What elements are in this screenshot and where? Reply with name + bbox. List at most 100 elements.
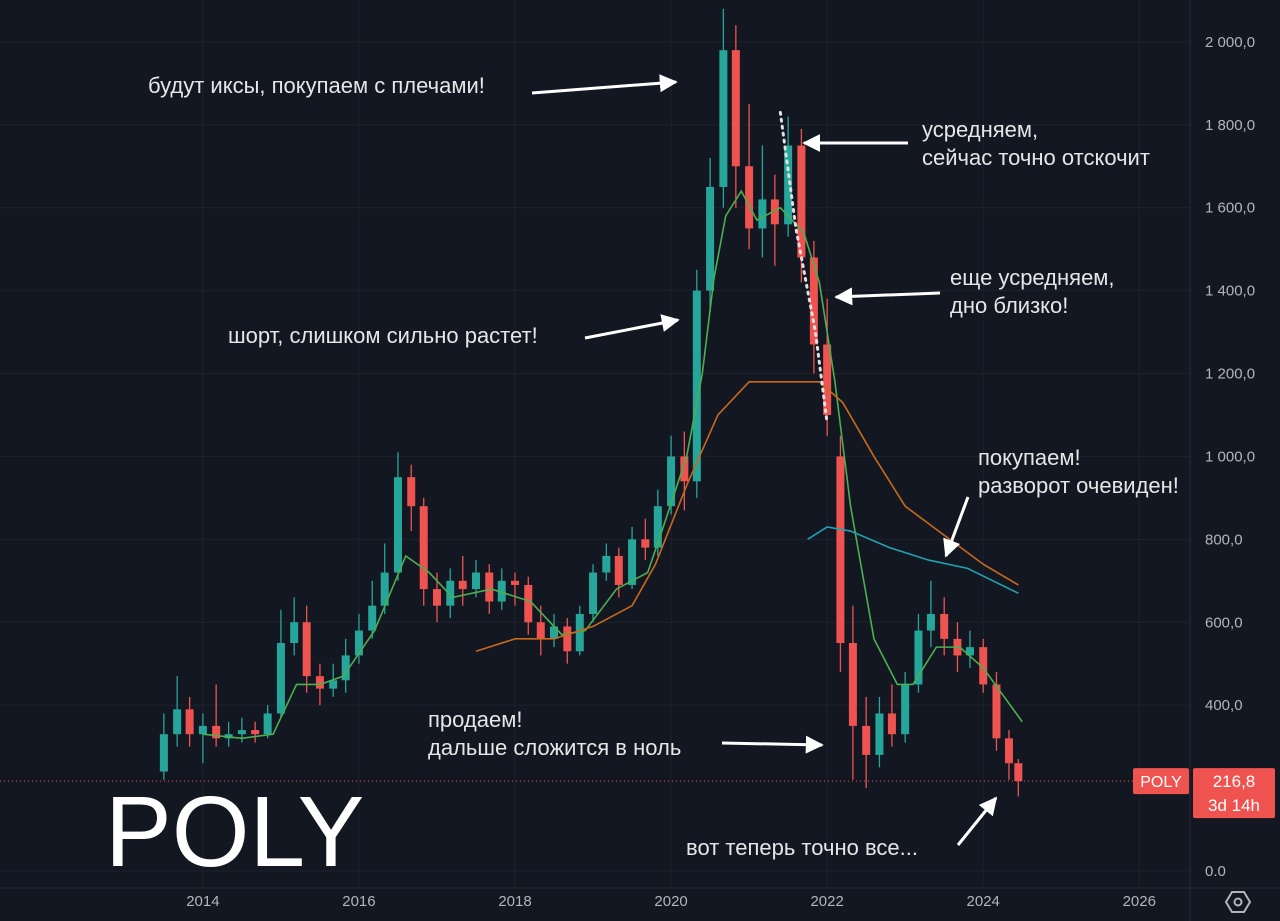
candle-body — [393, 477, 402, 573]
x-tick-label: 2020 — [654, 893, 687, 910]
candle-body — [887, 713, 896, 735]
candle-body — [472, 572, 480, 590]
moving-average — [202, 189, 1023, 740]
candle-body — [1014, 763, 1023, 782]
candle-body — [497, 580, 506, 602]
candle-body — [992, 684, 1001, 739]
grid — [0, 0, 1190, 888]
symbol-tag — [1133, 768, 1189, 795]
candle-body — [354, 630, 363, 656]
y-tick-label: 400,0 — [1205, 697, 1243, 714]
annotation: разворот очевиден! — [978, 473, 1179, 498]
candle-body — [758, 199, 767, 229]
candle-body — [809, 257, 818, 345]
arrow — [584, 314, 680, 340]
arrow — [956, 796, 998, 846]
candle-body — [862, 725, 871, 755]
countdown: 3d 14h — [1208, 796, 1260, 815]
moving-average — [475, 381, 1019, 653]
candle-body — [458, 580, 467, 590]
candle-body — [368, 605, 377, 631]
candle-body — [302, 622, 311, 677]
candle-body — [836, 456, 845, 643]
candle-body — [770, 199, 779, 225]
price-tag — [1193, 768, 1275, 819]
candle-body — [159, 734, 168, 772]
y-tick-label: 1 000,0 — [1205, 448, 1255, 465]
symbol-tag-label: POLY — [1140, 774, 1182, 791]
y-tick-label: 0.0 — [1205, 863, 1226, 880]
candle-body — [901, 684, 910, 735]
candle-body — [784, 145, 793, 225]
annotation: дальше сложится в ноль — [428, 735, 681, 760]
candle-body — [719, 50, 728, 187]
annotation: шорт, слишком сильно растет! — [228, 323, 538, 348]
candle-body — [329, 680, 338, 689]
y-tick-label: 800,0 — [1205, 531, 1243, 548]
y-tick-label: 600,0 — [1205, 614, 1243, 631]
candle-body — [341, 655, 350, 681]
candle-body — [263, 713, 272, 735]
y-tick-label: 1 800,0 — [1205, 117, 1255, 134]
candle-body — [524, 584, 533, 623]
settings-hexagon[interactable] — [1224, 891, 1252, 913]
candle-body — [692, 290, 701, 482]
price-tag-label: 216,8 — [1213, 772, 1256, 791]
annotation: вот теперь точно все... — [686, 835, 918, 860]
watermark: POLY — [105, 776, 364, 888]
candle-body — [653, 506, 662, 548]
candle-body — [173, 709, 182, 735]
arrow — [834, 287, 941, 306]
candle-body — [667, 456, 676, 507]
candle-body — [290, 622, 299, 643]
annotation: дно близко! — [950, 293, 1068, 318]
candle-body — [380, 572, 389, 606]
candle-body — [797, 145, 806, 258]
candle-body — [536, 622, 545, 639]
candle-body — [485, 572, 494, 602]
candle-body — [419, 506, 428, 590]
moving-average — [807, 526, 1019, 594]
candle-body — [745, 166, 754, 229]
y-tick-label: 1 600,0 — [1205, 200, 1255, 217]
candle-body — [276, 642, 285, 714]
arrow — [943, 496, 970, 558]
candle-body — [926, 613, 935, 631]
settings-dot[interactable] — [1233, 897, 1243, 907]
annotation: продаем! — [428, 707, 522, 732]
y-tick-label: 1 200,0 — [1205, 366, 1255, 383]
candle-body — [680, 456, 689, 482]
candle-body — [979, 647, 988, 685]
arrow — [721, 735, 824, 754]
candle-body — [848, 642, 857, 726]
candle-body — [198, 725, 207, 735]
candle-body — [575, 613, 584, 652]
plot — [0, 8, 1190, 797]
candle-body — [940, 613, 949, 639]
x-tick-label: 2022 — [810, 893, 843, 910]
candle-body — [237, 730, 246, 735]
x-tick-label: 2016 — [342, 893, 375, 910]
candle-body — [251, 730, 260, 735]
candle-body — [185, 709, 194, 735]
candle-body — [446, 580, 455, 606]
settings-icon[interactable] — [1224, 891, 1252, 913]
candle-body — [965, 647, 974, 656]
candle-body — [315, 676, 324, 689]
candle-body — [614, 555, 623, 585]
candle-body — [511, 580, 520, 585]
candle-body — [602, 555, 611, 573]
y-tick-label: 2 000,0 — [1205, 34, 1255, 51]
candle-body — [563, 626, 572, 652]
annotation: усредняем, — [922, 117, 1038, 142]
candle-body — [1004, 738, 1013, 764]
candle-body — [914, 630, 923, 685]
candle-body — [432, 589, 441, 606]
y-tick-label: 1 400,0 — [1205, 283, 1255, 300]
annotation: покупаем! — [978, 445, 1081, 470]
candle-body — [706, 186, 715, 291]
candle-body — [212, 725, 221, 739]
annotation: сейчас точно отскочит — [922, 145, 1150, 170]
